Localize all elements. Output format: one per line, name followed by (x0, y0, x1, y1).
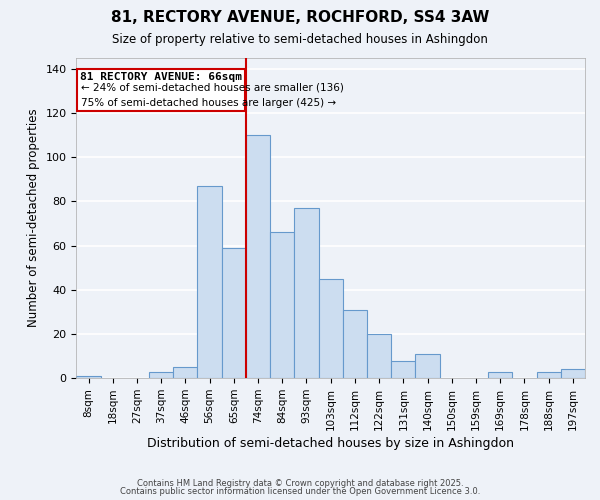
Text: Contains HM Land Registry data © Crown copyright and database right 2025.: Contains HM Land Registry data © Crown c… (137, 478, 463, 488)
X-axis label: Distribution of semi-detached houses by size in Ashingdon: Distribution of semi-detached houses by … (147, 437, 514, 450)
Bar (319, 278, 343, 378)
Text: Size of property relative to semi-detached houses in Ashingdon: Size of property relative to semi-detach… (112, 32, 488, 46)
Bar (197, 186, 222, 378)
Bar (173, 367, 197, 378)
Bar (270, 232, 295, 378)
Bar (561, 370, 585, 378)
Bar (149, 372, 173, 378)
Bar (76, 376, 101, 378)
Text: 81, RECTORY AVENUE, ROCHFORD, SS4 3AW: 81, RECTORY AVENUE, ROCHFORD, SS4 3AW (111, 10, 489, 25)
Bar (536, 372, 561, 378)
Bar (343, 310, 367, 378)
Bar (246, 135, 270, 378)
Bar (488, 372, 512, 378)
Bar (295, 208, 319, 378)
Y-axis label: Number of semi-detached properties: Number of semi-detached properties (27, 108, 40, 327)
Text: 75% of semi-detached houses are larger (425) →: 75% of semi-detached houses are larger (… (80, 98, 335, 108)
Bar (415, 354, 440, 378)
Bar (222, 248, 246, 378)
Bar (367, 334, 391, 378)
FancyBboxPatch shape (77, 68, 245, 110)
Bar (391, 360, 415, 378)
Text: Contains public sector information licensed under the Open Government Licence 3.: Contains public sector information licen… (120, 487, 480, 496)
Text: 81 RECTORY AVENUE: 66sqm: 81 RECTORY AVENUE: 66sqm (80, 72, 242, 82)
Text: ← 24% of semi-detached houses are smaller (136): ← 24% of semi-detached houses are smalle… (80, 82, 343, 92)
